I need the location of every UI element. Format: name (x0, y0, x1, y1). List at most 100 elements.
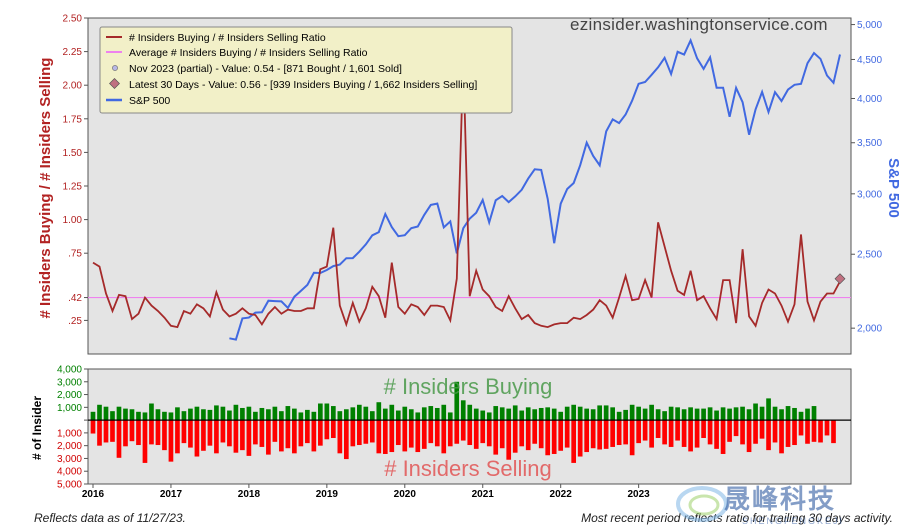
buying-bar (785, 406, 791, 421)
buying-bar (311, 411, 317, 421)
legend: # Insiders Buying / # Insiders Selling R… (99, 26, 513, 114)
buying-bar (331, 406, 336, 421)
selling-bar (688, 420, 693, 452)
legend-partial-label: Nov 2023 (partial) - Value: 0.54 - [871 … (129, 63, 402, 75)
buying-bar (597, 405, 602, 421)
left-tick-label: 1.50 (63, 148, 83, 159)
selling-bar (707, 420, 713, 445)
buying-bar (512, 405, 518, 421)
buying-bar (123, 408, 128, 421)
left-tick-label: 2.00 (63, 81, 83, 92)
buying-bar (220, 406, 226, 421)
selling-bar (201, 420, 206, 451)
buying-bar (590, 409, 596, 421)
selling-bar (636, 420, 641, 444)
selling-bar (824, 420, 830, 436)
buying-bar (681, 409, 687, 421)
selling-bar (168, 420, 174, 462)
selling-bar (305, 420, 310, 444)
buying-bar (662, 411, 667, 421)
selling-bar (356, 420, 362, 446)
buying-bar (272, 406, 278, 421)
legend-partial-marker (112, 65, 118, 71)
buying-bar (168, 412, 174, 421)
buying-bar (103, 406, 109, 421)
buying-bar (629, 404, 635, 421)
x-tick-label: 2018 (238, 489, 261, 500)
x-tick-label: 2016 (82, 489, 105, 500)
selling-bar (103, 420, 109, 443)
buying-bar (246, 406, 252, 421)
buying-bar (415, 412, 421, 421)
buying-bar (545, 407, 551, 421)
selling-bar (590, 420, 596, 449)
selling-bar (266, 420, 271, 455)
buying-bar (90, 411, 96, 421)
selling-bar (668, 420, 674, 447)
selling-bar (175, 420, 180, 454)
left-tick-label: 1.25 (63, 182, 83, 193)
buying-bar (610, 407, 615, 421)
selling-bar (798, 420, 804, 436)
selling-bar (532, 420, 538, 444)
selling-bar (831, 420, 836, 444)
buying-bar (181, 411, 187, 421)
right-tick-label: 3,000 (857, 189, 882, 200)
buying-bar (408, 409, 414, 421)
left-tick-label: 1.00 (63, 215, 83, 226)
bottom-tick-label: 4,000 (57, 365, 82, 376)
selling-bar (785, 420, 791, 447)
selling-bar (389, 420, 395, 453)
selling-bar (480, 420, 486, 444)
buying-bar (551, 408, 557, 421)
selling-bar (331, 420, 336, 438)
right-axis-title: S&P 500 (885, 158, 902, 218)
buying-bar (129, 409, 135, 421)
buying-bar (811, 406, 817, 421)
buying-bar (149, 403, 154, 421)
selling-bar (116, 420, 122, 458)
sp500-line (229, 37, 841, 341)
buying-bar (259, 407, 265, 421)
selling-bar (597, 420, 602, 450)
selling-bar (675, 420, 680, 441)
watermark-swoosh-inner (688, 494, 720, 516)
bottom-tick-label: 3,000 (57, 377, 82, 388)
selling-bar (220, 420, 226, 443)
selling-bar (610, 420, 615, 447)
latest-30-days-marker (834, 273, 846, 285)
selling-bar (662, 420, 667, 445)
x-tick-label: 2023 (628, 489, 651, 500)
selling-bar (577, 420, 583, 457)
selling-bar (551, 420, 557, 454)
selling-bar (545, 420, 551, 456)
legend-average-label: Average # Insiders Buying / # Insiders S… (129, 47, 368, 59)
buying-bar (779, 409, 784, 421)
selling-bar (746, 420, 752, 453)
selling-bar (227, 420, 232, 447)
selling-bar (538, 420, 544, 449)
buying-bar (434, 407, 440, 421)
buying-bar (285, 406, 291, 421)
selling-bar (337, 420, 343, 454)
buying-bar (701, 408, 706, 421)
selling-bar (214, 420, 219, 454)
buying-bar (603, 405, 609, 421)
bottom-tick-label: 4,000 (57, 467, 82, 478)
buying-bar (369, 411, 375, 421)
buying-bar (571, 404, 577, 421)
left-axis-title: # Insiders Buying / # Insiders Selling (37, 58, 54, 319)
selling-bar (402, 420, 408, 452)
selling-bar (694, 420, 700, 448)
selling-bar (441, 420, 447, 454)
x-tick-label: 2022 (550, 489, 573, 500)
selling-bar (681, 420, 687, 447)
buying-bar (467, 404, 473, 421)
selling-bar (136, 420, 141, 446)
selling-bar (701, 420, 706, 438)
buying-bar (707, 407, 713, 421)
buying-bar (493, 406, 499, 421)
selling-bar (415, 420, 421, 453)
buying-bar (194, 406, 200, 421)
legend-latest-marker (109, 78, 120, 89)
